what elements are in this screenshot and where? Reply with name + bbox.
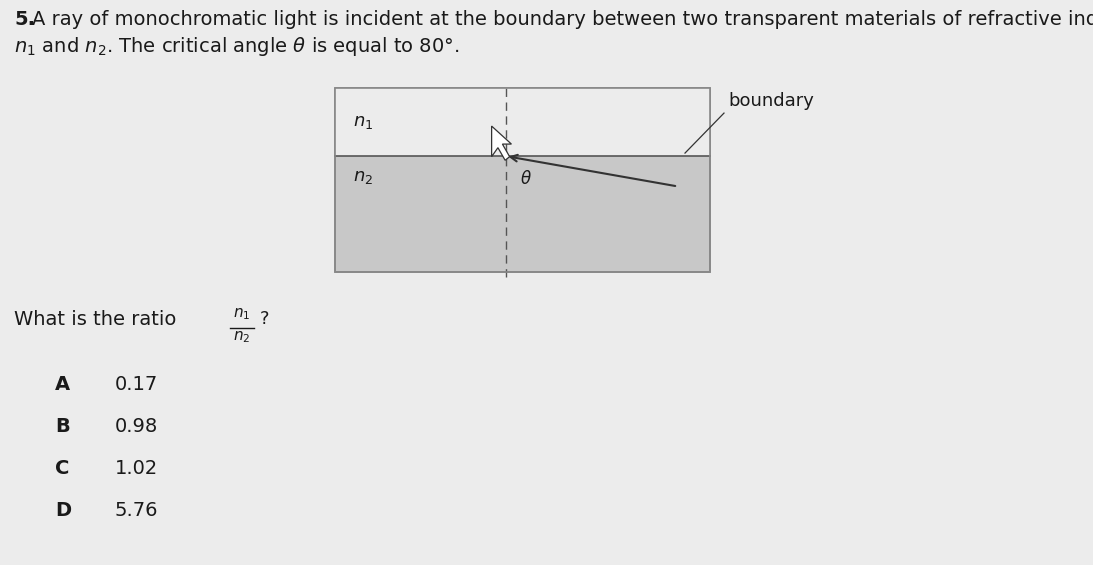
Text: boundary: boundary	[728, 92, 814, 110]
Text: 5.76: 5.76	[115, 501, 158, 520]
Text: $n_1$ and $n_2$. The critical angle $\theta$ is equal to 80°.: $n_1$ and $n_2$. The critical angle $\th…	[14, 35, 459, 58]
Polygon shape	[492, 126, 512, 160]
Text: $n_2$: $n_2$	[353, 168, 373, 186]
Text: 0.98: 0.98	[115, 417, 158, 436]
Text: A ray of monochromatic light is incident at the boundary between two transparent: A ray of monochromatic light is incident…	[32, 10, 1093, 29]
Text: D: D	[55, 501, 71, 520]
Bar	[334, 88, 710, 156]
Text: $n_1$: $n_1$	[233, 306, 250, 321]
Text: A: A	[55, 375, 70, 394]
Bar	[334, 88, 710, 272]
Bar	[334, 88, 710, 272]
Text: 1.02: 1.02	[115, 459, 158, 478]
Text: ?: ?	[260, 310, 270, 328]
Text: $\theta$: $\theta$	[519, 170, 531, 188]
Text: C: C	[55, 459, 69, 478]
Text: 5.: 5.	[14, 10, 35, 29]
Text: 0.17: 0.17	[115, 375, 158, 394]
Text: $n_2$: $n_2$	[233, 329, 250, 345]
Text: What is the ratio: What is the ratio	[14, 310, 176, 329]
Text: B: B	[55, 417, 70, 436]
Text: $n_1$: $n_1$	[353, 113, 374, 131]
